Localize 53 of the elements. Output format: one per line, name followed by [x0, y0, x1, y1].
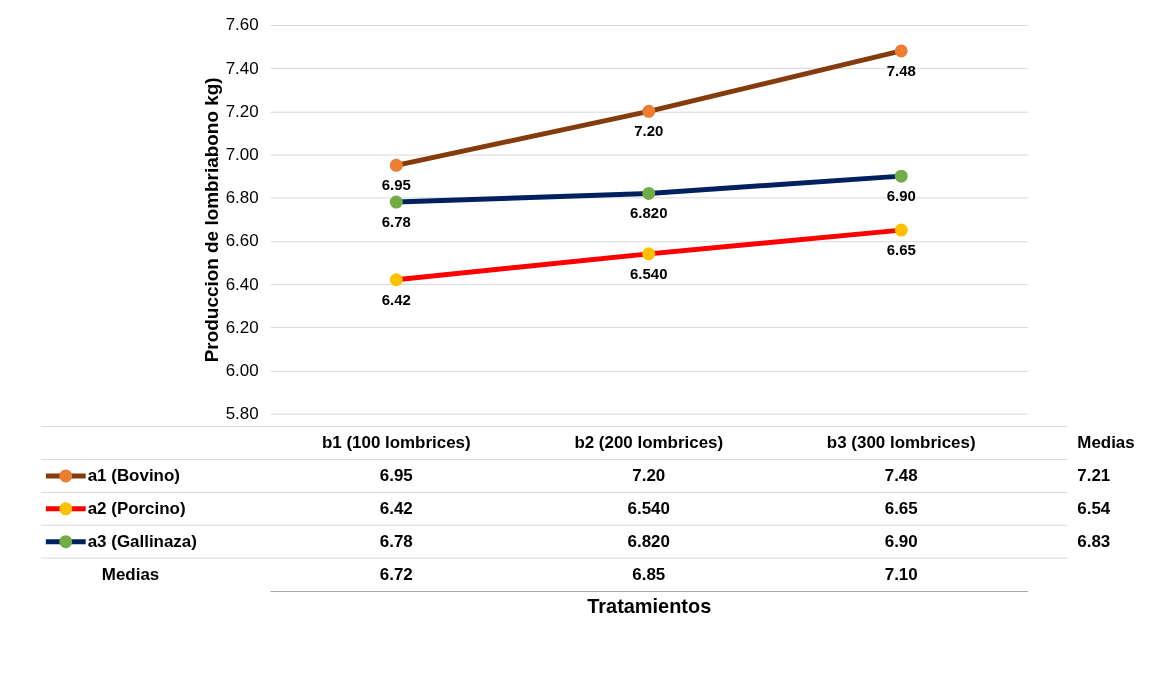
y-tick-label: 7.60 — [225, 15, 259, 35]
y-tick-label: 5.80 — [225, 404, 259, 424]
y-tick-label: 6.20 — [225, 317, 259, 337]
point — [642, 104, 656, 118]
text: 6.83 — [1077, 531, 1111, 551]
data-label: 6.540 — [627, 498, 670, 518]
data-label: 7.20 — [632, 465, 666, 485]
text: 6.42 — [381, 290, 411, 308]
text: 6.820 — [630, 204, 668, 222]
y-tick-label: 6.60 — [225, 231, 259, 251]
data-label: 6.90 — [884, 531, 918, 551]
legend-label: a2 (Porcino) — [87, 498, 186, 518]
y-tick-label: 6.80 — [225, 188, 259, 208]
text: Tratamientos — [587, 595, 712, 618]
y-tick-label: 6.00 — [225, 360, 259, 380]
y-tick-label: 7.20 — [225, 101, 259, 121]
data-label: 6.78 — [379, 531, 413, 551]
text: 6.78 — [381, 212, 411, 230]
y-tick-label: 7.00 — [225, 145, 259, 165]
text: 7.20 — [634, 122, 664, 140]
point — [389, 158, 403, 172]
data-label: 6.95 — [379, 465, 413, 485]
text: 6.90 — [886, 187, 916, 205]
y-tick-label: 6.40 — [225, 274, 259, 294]
text: 7.21 — [1077, 465, 1111, 485]
text: 7.48 — [886, 61, 916, 79]
text: 6.54 — [1077, 498, 1111, 518]
x-tick-label: b2 (200 lombrices) — [574, 433, 724, 453]
point — [389, 273, 403, 287]
x-tick-label: b1 (100 lombrices) — [321, 433, 471, 453]
text: 7.10 — [884, 564, 918, 584]
text: 6.95 — [381, 176, 411, 194]
data-label: 6.820 — [627, 531, 670, 551]
text: 6.85 — [632, 564, 666, 584]
legend-label: a3 (Gallinaza) — [87, 531, 197, 551]
point — [894, 169, 908, 183]
text: Medias — [101, 564, 160, 584]
point — [894, 223, 908, 237]
point — [389, 195, 403, 209]
text: 6.72 — [379, 564, 413, 584]
text: 6.65 — [886, 241, 916, 259]
data-label: 6.65 — [884, 498, 918, 518]
text: 6.540 — [630, 264, 668, 282]
point — [642, 247, 656, 261]
text: Medias — [1077, 433, 1135, 453]
point — [894, 44, 908, 58]
y-tick-label: 7.40 — [225, 58, 259, 78]
y-axis-title: Produccion de lombriabono kg) — [200, 77, 222, 363]
legend-label: a1 (Bovino) — [87, 465, 180, 485]
data-label: 7.48 — [884, 465, 918, 485]
point — [642, 186, 656, 200]
x-tick-label: b3 (300 lombrices) — [826, 433, 976, 453]
data-label: 6.42 — [379, 498, 413, 518]
